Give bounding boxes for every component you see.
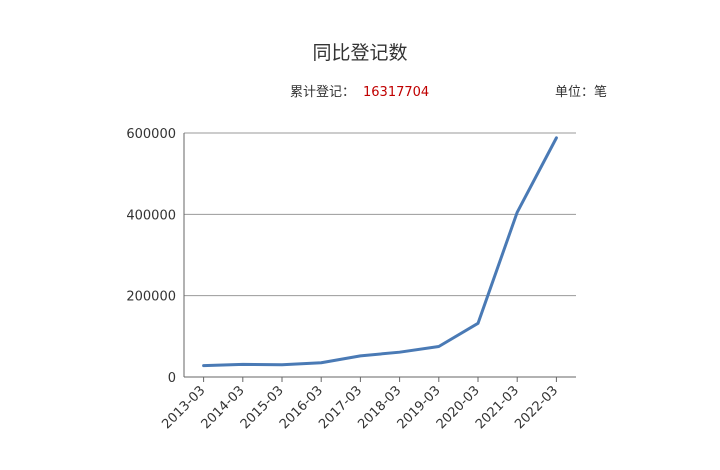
y-tick-label: 200000 [126, 290, 176, 305]
axes [183, 133, 576, 382]
total-label: 累计登记： [290, 85, 356, 100]
x-tick-labels: 2013-032014-032015-032016-032017-032018-… [159, 383, 561, 432]
total-value: 16317704 [363, 85, 430, 100]
y-tick-labels: 0 200000 400000 600000 [126, 127, 176, 386]
total-registrations: 累计登记： 16317704 [290, 81, 429, 100]
series-lines [202, 136, 558, 368]
y-tick-label: 400000 [126, 208, 176, 223]
series-line [202, 136, 558, 368]
unit-label: 单位：笔 [554, 85, 607, 100]
grid-lines [184, 132, 576, 297]
chart-title: 同比登记数 [312, 42, 408, 64]
y-tick-label: 600000 [126, 127, 176, 142]
y-tick-label: 0 [168, 371, 176, 386]
x-tick-label: 2022-03 [512, 383, 561, 432]
